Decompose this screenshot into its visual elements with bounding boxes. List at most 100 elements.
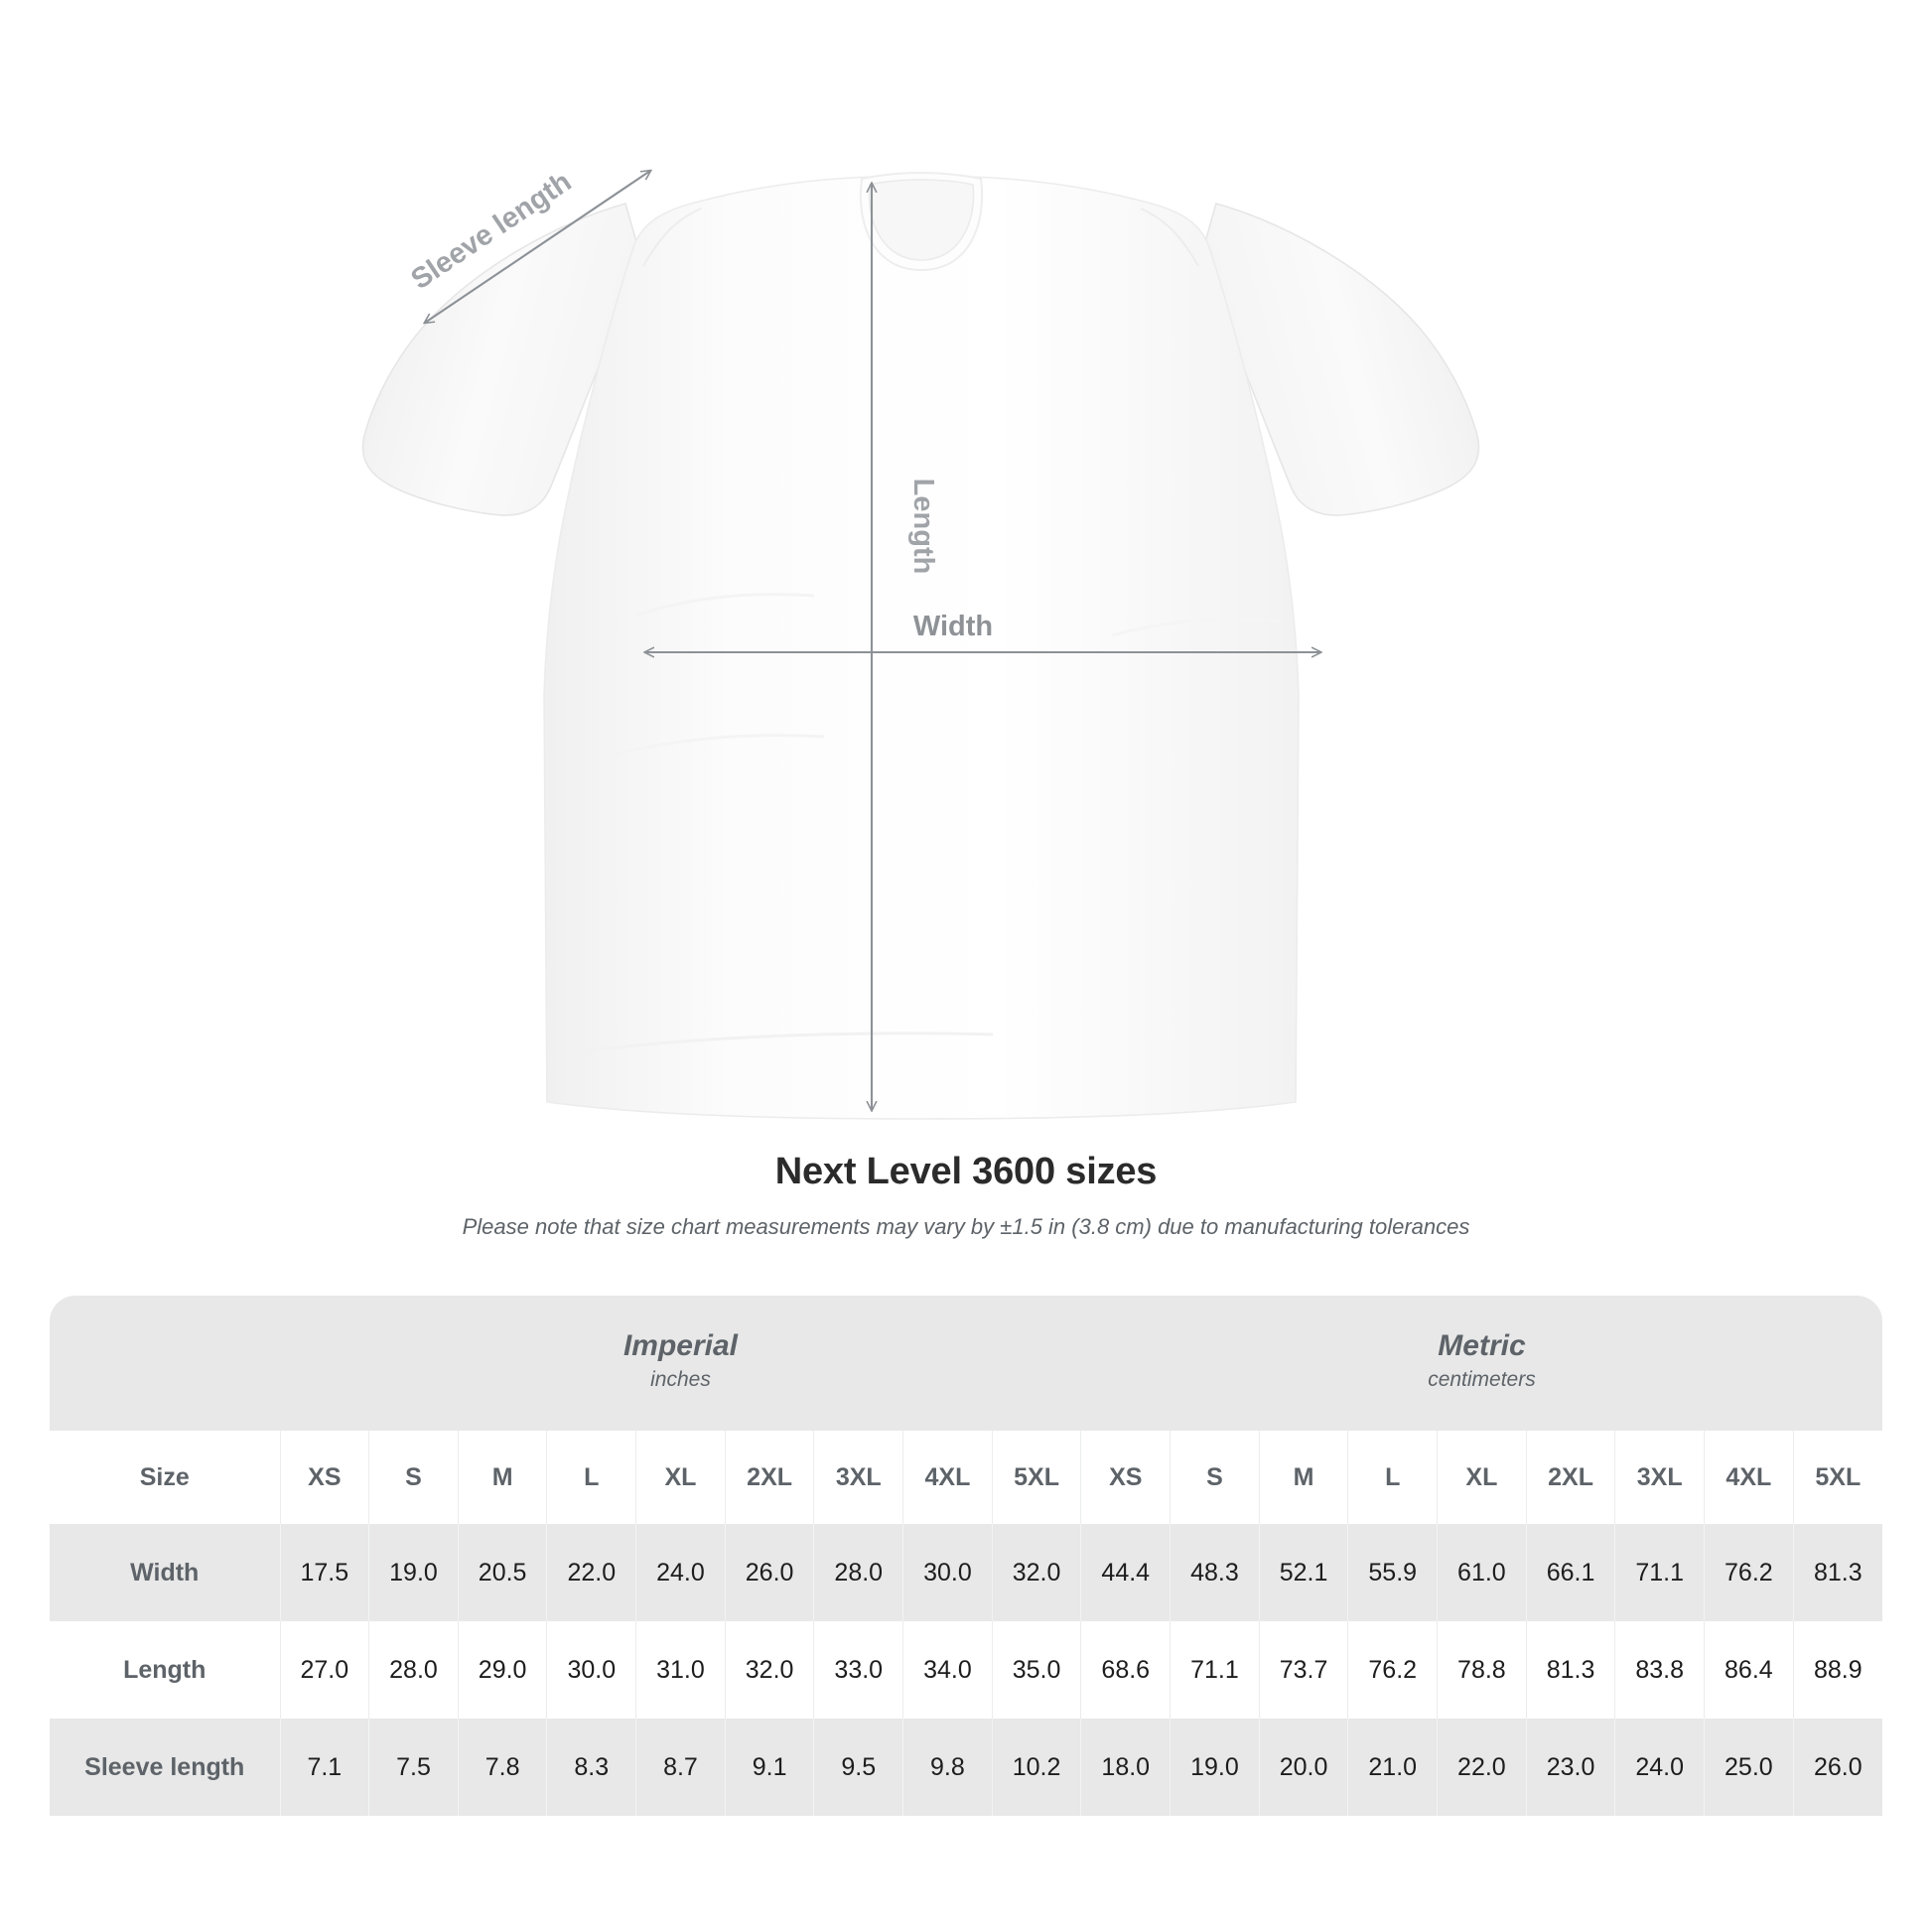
cell-value: 25.0 xyxy=(1704,1719,1794,1816)
column-header-size-4xl-imperial: 4XL xyxy=(902,1431,993,1524)
unit-group-metric-name: Metric xyxy=(1438,1328,1526,1362)
column-header-size-m-imperial: M xyxy=(457,1431,547,1524)
cell-value: 8.7 xyxy=(635,1719,726,1816)
size-header-row: Size XS S M L XL 2XL 3XL 4XL 5XL XS S M L XL 2XL 3XL 4XL… xyxy=(50,1431,1882,1524)
column-header-size-3xl-metric: 3XL xyxy=(1614,1431,1705,1524)
cell-value: 32.0 xyxy=(724,1621,814,1719)
column-header-size: Size xyxy=(50,1431,280,1524)
cell-value: 88.9 xyxy=(1792,1621,1882,1719)
cell-value: 71.1 xyxy=(1170,1621,1260,1719)
column-header-size-5xl-metric: 5XL xyxy=(1792,1431,1882,1524)
cell-value: 61.0 xyxy=(1437,1524,1527,1621)
table-row: Width 17.5 19.0 20.5 22.0 24.0 26.0 28.0 30.0 32.… xyxy=(50,1524,1882,1621)
cell-value: 21.0 xyxy=(1347,1719,1438,1816)
cell-value: 31.0 xyxy=(635,1621,726,1719)
cell-value: 19.0 xyxy=(368,1524,459,1621)
cell-value: 68.6 xyxy=(1080,1621,1171,1719)
size-table-head: Imperial inches Metric centimeters Size … xyxy=(50,1296,1882,1524)
column-header-size-m-metric: M xyxy=(1258,1431,1348,1524)
column-header-size-xs-imperial: XS xyxy=(279,1431,369,1524)
cell-value: 7.8 xyxy=(457,1719,547,1816)
unit-group-metric-unit: centimeters xyxy=(1428,1368,1536,1392)
cell-value: 35.0 xyxy=(991,1621,1081,1719)
cell-value: 30.0 xyxy=(902,1524,993,1621)
cell-value: 33.0 xyxy=(813,1621,903,1719)
cell-value: 52.1 xyxy=(1258,1524,1348,1621)
cell-value: 29.0 xyxy=(457,1621,547,1719)
garment-diagram: Length Width Sleeve length xyxy=(361,166,1480,1120)
tolerance-note: Please note that size chart measurements… xyxy=(462,1213,1470,1239)
column-header-size-l-metric: L xyxy=(1347,1431,1438,1524)
sleeve-length-measure-arrow xyxy=(425,171,650,323)
unit-group-imperial: Imperial inches xyxy=(280,1296,1081,1431)
cell-value: 27.0 xyxy=(279,1621,369,1719)
cell-value: 81.3 xyxy=(1792,1524,1882,1621)
neck-opening xyxy=(868,179,975,261)
column-header-size-xl-metric: XL xyxy=(1437,1431,1527,1524)
length-label: Length xyxy=(907,479,939,575)
fabric-fold xyxy=(634,593,815,618)
row-label-length: Length xyxy=(50,1621,280,1719)
cell-value: 18.0 xyxy=(1080,1719,1171,1816)
cell-value: 83.8 xyxy=(1614,1621,1705,1719)
cell-value: 22.0 xyxy=(546,1524,636,1621)
size-table: Imperial inches Metric centimeters Size … xyxy=(50,1296,1882,1816)
table-row: Sleeve length 7.1 7.5 7.8 8.3 8.7 9.1 9.5 9.8 10.… xyxy=(50,1719,1882,1816)
row-label-width: Width xyxy=(50,1524,280,1621)
unit-group-imperial-name: Imperial xyxy=(622,1328,738,1362)
cell-value: 10.2 xyxy=(991,1719,1081,1816)
cell-value: 20.5 xyxy=(457,1524,547,1621)
cell-value: 76.2 xyxy=(1704,1524,1794,1621)
column-header-size-l-imperial: L xyxy=(546,1431,636,1524)
cell-value: 44.4 xyxy=(1080,1524,1171,1621)
cell-value: 28.0 xyxy=(813,1524,903,1621)
cell-value: 26.0 xyxy=(724,1524,814,1621)
cell-value: 9.5 xyxy=(813,1719,903,1816)
unit-group-imperial-unit: inches xyxy=(650,1368,711,1392)
page-title: Next Level 3600 sizes xyxy=(774,1151,1158,1192)
unit-group-row: Imperial inches Metric centimeters xyxy=(50,1296,1882,1431)
column-header-size-2xl-imperial: 2XL xyxy=(724,1431,814,1524)
fabric-fold xyxy=(1111,617,1282,637)
unit-group-metric: Metric centimeters xyxy=(1080,1296,1882,1431)
column-header-size-s-imperial: S xyxy=(368,1431,459,1524)
cell-value: 23.0 xyxy=(1525,1719,1615,1816)
column-header-size-3xl-imperial: 3XL xyxy=(813,1431,903,1524)
cell-value: 81.3 xyxy=(1525,1621,1615,1719)
cell-value: 24.0 xyxy=(635,1524,726,1621)
tshirt-body xyxy=(543,176,1300,1120)
column-header-size-4xl-metric: 4XL xyxy=(1704,1431,1794,1524)
cell-value: 86.4 xyxy=(1704,1621,1794,1719)
cell-value: 28.0 xyxy=(368,1621,459,1719)
right-sleeve xyxy=(1197,203,1480,516)
title-block: Next Level 3600 sizes Please note that s… xyxy=(0,1150,1932,1241)
cell-value: 32.0 xyxy=(991,1524,1081,1621)
size-table-body: Width 17.5 19.0 20.5 22.0 24.0 26.0 28.0 30.0 32.… xyxy=(50,1524,1882,1816)
cell-value: 73.7 xyxy=(1258,1621,1348,1719)
cell-value: 78.8 xyxy=(1437,1621,1527,1719)
fabric-fold xyxy=(615,734,825,757)
column-header-size-2xl-metric: 2XL xyxy=(1525,1431,1615,1524)
cell-value: 26.0 xyxy=(1792,1719,1882,1816)
cell-value: 17.5 xyxy=(279,1524,369,1621)
size-table-wrap: Imperial inches Metric centimeters Size … xyxy=(50,1296,1882,1816)
cell-value: 19.0 xyxy=(1170,1719,1260,1816)
row-label-sleeve-length: Sleeve length xyxy=(50,1719,280,1816)
cell-value: 71.1 xyxy=(1614,1524,1705,1621)
cell-value: 30.0 xyxy=(546,1621,636,1719)
column-header-size-xl-imperial: XL xyxy=(635,1431,726,1524)
cell-value: 8.3 xyxy=(546,1719,636,1816)
cell-value: 22.0 xyxy=(1437,1719,1527,1816)
cell-value: 7.5 xyxy=(368,1719,459,1816)
cell-value: 48.3 xyxy=(1170,1524,1260,1621)
right-shoulder-seam xyxy=(1140,207,1199,267)
column-header-size-xs-metric: XS xyxy=(1080,1431,1171,1524)
cell-value: 55.9 xyxy=(1347,1524,1438,1621)
cell-value: 76.2 xyxy=(1347,1621,1438,1719)
column-header-size-5xl-imperial: 5XL xyxy=(991,1431,1081,1524)
table-row: Length 27.0 28.0 29.0 30.0 31.0 32.0 33.0 34.0 35… xyxy=(50,1621,1882,1719)
hem-line xyxy=(575,1032,994,1054)
table-corner-cell xyxy=(50,1296,280,1431)
cell-value: 7.1 xyxy=(279,1719,369,1816)
width-label: Width xyxy=(913,611,993,642)
